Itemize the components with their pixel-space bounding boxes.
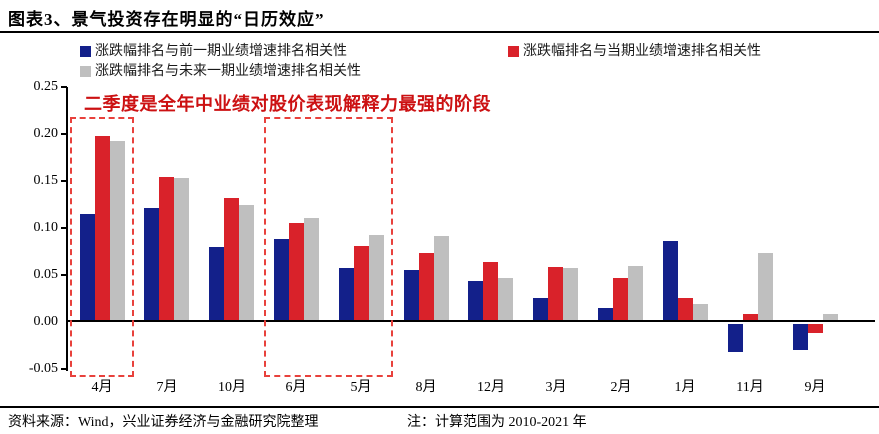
x-axis-label: 5月	[350, 380, 372, 395]
bar-current	[548, 267, 563, 322]
bar-current	[419, 253, 434, 322]
y-axis-tick-mark	[61, 86, 67, 88]
x-axis-label: 4月	[91, 380, 113, 395]
y-axis-tick-label: 0.05	[33, 267, 59, 282]
bar-next	[239, 205, 254, 322]
y-axis-tick-mark	[61, 274, 67, 276]
legend-marker-next	[80, 66, 91, 77]
footer-divider	[0, 406, 879, 408]
highlight-box	[70, 117, 134, 377]
x-axis-label: 3月	[545, 380, 567, 395]
bar-current	[613, 278, 628, 322]
bar-next	[693, 304, 708, 322]
y-axis-tick-label: 0.15	[33, 173, 59, 188]
footer-source: 资料来源：Wind，兴业证券经济与金融研究院整理	[8, 415, 319, 430]
y-axis-tick-label: 0.10	[33, 220, 59, 235]
legend-label-current: 涨跌幅排名与当期业绩增速排名相关性	[523, 44, 761, 59]
legend-marker-current	[508, 46, 519, 57]
y-axis-tick-mark	[61, 227, 67, 229]
bar-next	[369, 235, 384, 322]
x-axis-label: 9月	[804, 380, 826, 395]
bar-prev	[144, 208, 159, 322]
x-axis-label: 11月	[736, 380, 764, 395]
x-axis-zero-line	[66, 320, 875, 322]
chart-annotation: 二季度是全年中业绩对股价表现解释力最强的阶段	[84, 94, 491, 114]
x-axis-label: 12月	[477, 380, 505, 395]
bar-current	[95, 136, 110, 322]
y-axis-tick-label: 0.20	[33, 126, 59, 141]
bar-next	[563, 268, 578, 322]
legend-marker-prev	[80, 46, 91, 57]
bar-current	[224, 198, 239, 322]
bar-prev	[404, 270, 419, 322]
bar-prev	[468, 281, 483, 322]
y-axis-tick-label: -0.05	[28, 361, 58, 376]
bar-current	[743, 314, 758, 322]
bar-next	[498, 278, 513, 322]
bar-prev	[598, 308, 613, 322]
bar-prev	[209, 247, 224, 322]
footer-note: 注：计算范围为 2010-2021 年	[407, 415, 587, 430]
bar-current	[808, 324, 823, 333]
bar-current	[159, 177, 174, 322]
y-axis-tick-mark	[61, 180, 67, 182]
highlight-box	[264, 117, 393, 377]
bar-current	[354, 246, 369, 322]
bar-current	[678, 298, 693, 322]
bar-next	[758, 253, 773, 322]
bar-next	[304, 218, 319, 322]
bar-next	[628, 266, 643, 322]
y-axis-tick-mark	[61, 368, 67, 370]
bar-prev	[663, 241, 678, 322]
bar-prev	[339, 268, 354, 322]
legend-label-next: 涨跌幅排名与未来一期业绩增速排名相关性	[95, 64, 361, 79]
x-axis-label: 2月	[610, 380, 632, 395]
x-axis-label: 7月	[156, 380, 178, 395]
bar-current	[483, 262, 498, 322]
bar-prev	[274, 239, 289, 322]
bar-next	[110, 141, 125, 322]
y-axis-tick-mark	[61, 133, 67, 135]
x-axis-label: 1月	[674, 380, 696, 395]
x-axis-label: 6月	[285, 380, 307, 395]
bar-next	[434, 236, 449, 322]
bar-next	[174, 178, 189, 322]
x-axis-label: 8月	[415, 380, 437, 395]
bar-prev	[533, 298, 548, 322]
bar-next	[823, 314, 838, 322]
bar-prev	[80, 214, 95, 322]
y-axis-tick-label: 0.25	[33, 79, 59, 94]
bar-prev	[793, 324, 808, 350]
bar-prev	[728, 324, 743, 352]
y-axis-line	[66, 87, 68, 371]
legend-label-prev: 涨跌幅排名与前一期业绩增速排名相关性	[95, 44, 347, 59]
page-title: 图表3、景气投资存在明显的“日历效应”	[8, 10, 325, 29]
title-divider	[0, 31, 879, 33]
x-axis-label: 10月	[218, 380, 246, 395]
bar-current	[289, 223, 304, 322]
y-axis-tick-label: 0.00	[33, 314, 59, 329]
